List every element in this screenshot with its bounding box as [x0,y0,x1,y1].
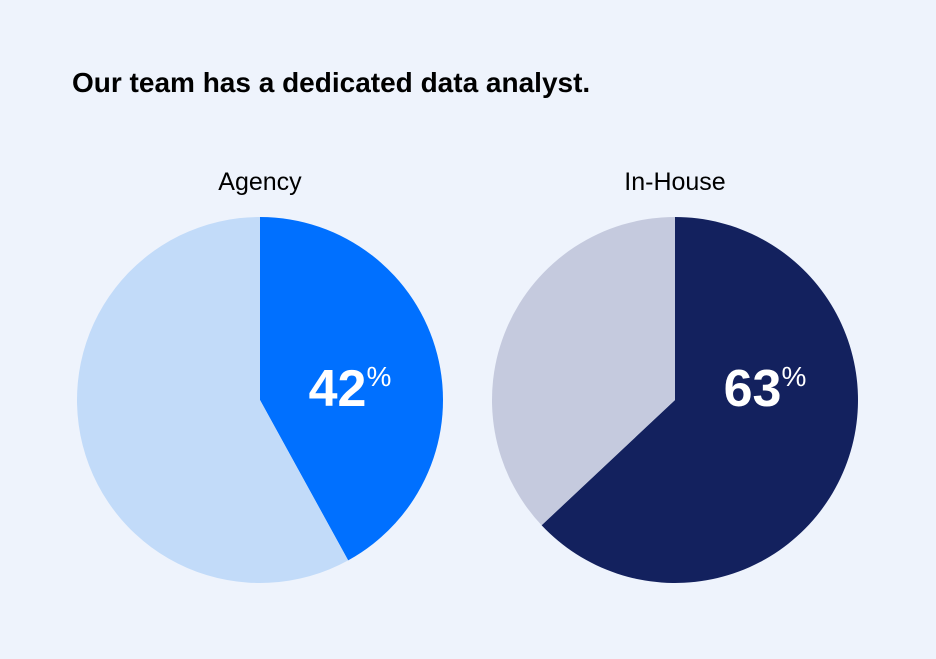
pie-slice [541,217,858,583]
pie-title: In-House [624,168,725,196]
pie-slice [260,217,443,561]
pie-slice [76,217,349,583]
pie-slice [492,217,675,526]
value-label: 42% [309,360,392,418]
value-label: 63% [724,360,807,418]
page-title: Our team has a dedicated data analyst. [72,67,590,98]
pie-title: Agency [218,168,302,196]
